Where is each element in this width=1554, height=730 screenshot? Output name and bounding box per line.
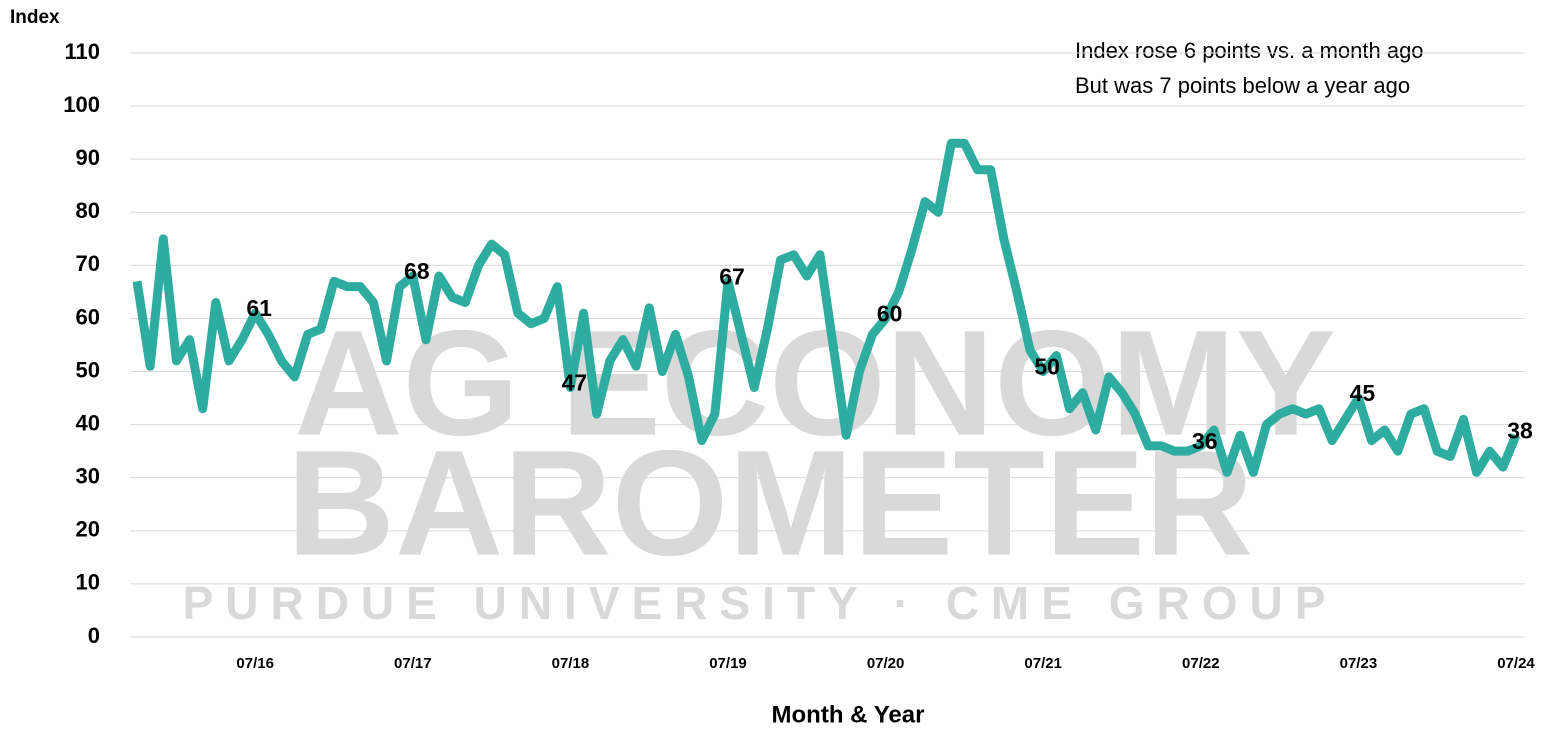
y-tick-label: 40	[76, 410, 100, 435]
data-label: 61	[246, 295, 272, 321]
x-tick-label: 07/24	[1497, 655, 1535, 672]
x-tick-label: 07/16	[236, 655, 274, 672]
x-tick-label: 07/21	[1024, 655, 1062, 672]
data-label: 38	[1507, 417, 1533, 443]
data-label: 45	[1350, 380, 1376, 406]
y-tick-label: 110	[65, 39, 101, 64]
watermark: PURDUE UNIVERSITY · CME GROUP	[183, 577, 1338, 629]
x-tick-label: 07/20	[867, 655, 905, 672]
y-tick-label: 60	[76, 304, 100, 329]
watermark: BAROMETER	[287, 419, 1254, 587]
y-tick-label: 20	[76, 517, 100, 542]
data-label: 36	[1192, 428, 1218, 454]
annotation: Index rose 6 points vs. a month ago	[1075, 38, 1424, 63]
x-tick-label: 07/18	[552, 655, 590, 672]
x-tick-label: 07/22	[1182, 655, 1220, 672]
data-label: 68	[404, 258, 430, 284]
data-label: 67	[719, 263, 745, 289]
x-tick-label: 07/19	[709, 655, 747, 672]
data-label: 47	[562, 370, 588, 396]
data-label: 50	[1034, 354, 1060, 380]
y-tick-label: 50	[76, 357, 100, 382]
x-tick-label: 07/23	[1340, 655, 1378, 672]
y-tick-label: 30	[76, 464, 100, 489]
data-line	[132, 138, 1521, 477]
y-tick-label: 10	[76, 570, 100, 595]
x-tick-label: 07/17	[394, 655, 432, 672]
annotation: But was 7 points below a year ago	[1075, 73, 1410, 98]
y-tick-label: 70	[76, 251, 100, 276]
data-label: 60	[877, 301, 903, 327]
y-tick-label: 0	[88, 623, 100, 648]
y-axis-label: Index	[10, 7, 60, 28]
watermark: AG ECONOMY	[294, 299, 1336, 467]
y-tick-label: 100	[63, 92, 100, 117]
x-axis-label: Month & Year	[772, 701, 925, 728]
y-tick-label: 80	[76, 198, 100, 223]
y-tick-label: 90	[76, 145, 100, 170]
